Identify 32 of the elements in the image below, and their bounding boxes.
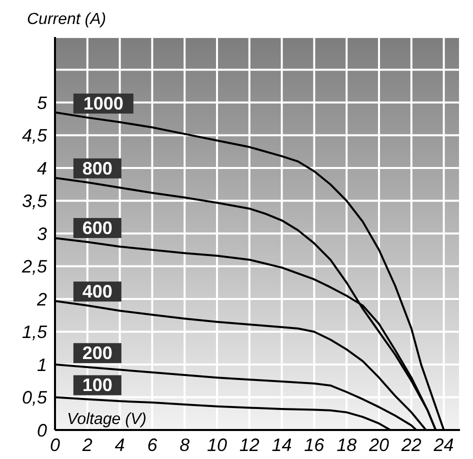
- x-tick-label: 18: [336, 434, 357, 455]
- y-tick-label: 4,5: [22, 126, 48, 146]
- x-tick-label: 0: [50, 434, 60, 455]
- x-tick-label: 8: [180, 434, 190, 455]
- series-label: 800: [82, 158, 112, 178]
- y-tick-label: 2: [36, 289, 47, 310]
- x-tick-label: 10: [206, 434, 228, 455]
- y-tick-label: 3,5: [22, 191, 48, 212]
- series-label: 100: [82, 375, 112, 396]
- series-label: 200: [82, 343, 112, 364]
- x-axis-title: Voltage (V): [67, 411, 146, 428]
- x-tick-label: 24: [432, 434, 454, 455]
- y-tick-label: 1,5: [22, 322, 48, 342]
- y-axis-title: Current (A): [27, 11, 106, 28]
- x-tick-label: 16: [304, 434, 326, 455]
- y-tick-label: 5: [36, 92, 48, 113]
- series-label: 1000: [83, 94, 124, 114]
- x-tick-label: 14: [272, 434, 292, 455]
- y-tick-label: 1: [36, 354, 47, 375]
- y-tick-label: 4: [36, 158, 47, 178]
- y-tick-label: 0: [36, 420, 47, 440]
- y-tick-label: 2,5: [20, 256, 48, 277]
- series-label: 400: [82, 282, 112, 302]
- x-tick-label: 4: [114, 434, 125, 455]
- x-tick-label: 22: [400, 434, 422, 455]
- x-tick-label: 2: [81, 434, 92, 455]
- series-label: 600: [82, 218, 112, 238]
- y-tick-label: 0,5: [22, 388, 48, 408]
- y-tick-label: 3: [36, 224, 47, 244]
- x-tick-label: 20: [368, 434, 390, 455]
- x-tick-label: 12: [239, 434, 260, 455]
- x-tick-label: 6: [147, 434, 158, 455]
